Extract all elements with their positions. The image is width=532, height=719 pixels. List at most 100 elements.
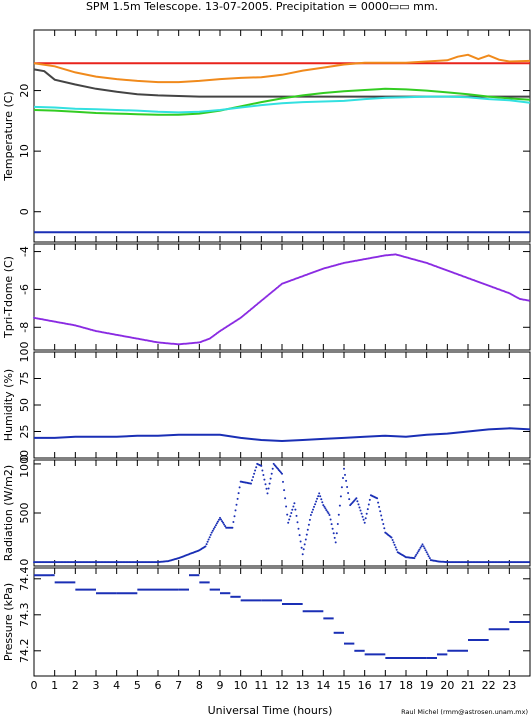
data-point <box>270 472 273 475</box>
data-point <box>364 517 367 520</box>
y-tick-label: 75 <box>18 372 31 386</box>
data-point <box>391 539 394 541</box>
data-point <box>255 466 258 469</box>
x-tick-label: 3 <box>93 679 100 692</box>
data-point <box>308 518 311 521</box>
data-point <box>271 467 274 470</box>
data-point <box>221 520 224 523</box>
data-point <box>333 536 336 539</box>
data-point <box>427 555 430 558</box>
data-point <box>340 486 343 489</box>
data-point <box>426 553 429 556</box>
data-point <box>381 518 384 521</box>
data-point <box>363 521 366 524</box>
series-blue <box>33 462 530 564</box>
data-point <box>334 541 337 544</box>
panel-frame <box>33 351 531 459</box>
x-tick-label: 6 <box>155 679 162 692</box>
y-tick-label: 20 <box>18 84 31 98</box>
data-point <box>414 555 417 558</box>
data-point <box>330 523 333 526</box>
data-point <box>368 498 371 501</box>
x-tick-label: 21 <box>461 679 475 692</box>
data-point <box>419 546 422 549</box>
data-point <box>290 512 293 514</box>
data-point <box>329 518 332 521</box>
data-point <box>355 497 358 500</box>
data-point <box>220 518 222 521</box>
data-point <box>307 523 310 526</box>
data-point <box>281 472 283 475</box>
data-point <box>211 529 214 532</box>
data-point <box>325 509 328 512</box>
data-point <box>312 508 314 511</box>
data-point <box>315 500 318 503</box>
data-point <box>320 498 323 501</box>
data-point <box>297 527 300 530</box>
data-point <box>361 515 364 518</box>
data-point <box>420 545 423 548</box>
x-tick-label: 4 <box>113 679 120 692</box>
data-point <box>301 553 304 556</box>
data-point <box>422 545 425 548</box>
x-tick-label: 19 <box>420 679 434 692</box>
data-point <box>365 512 368 515</box>
data-point <box>358 506 361 509</box>
data-point <box>303 543 306 546</box>
y-axis-label: Humidity (%) <box>2 369 15 441</box>
data-point <box>359 509 362 512</box>
data-point <box>264 483 267 486</box>
x-tick-label: 23 <box>502 679 516 692</box>
data-point <box>288 518 291 521</box>
credit-text: Raul Michel (rmm@astrosen.unam.mx) <box>401 708 528 716</box>
data-point <box>265 487 268 490</box>
y-axis-label: Radiation (W/m2) <box>2 465 15 561</box>
data-point <box>304 538 307 541</box>
y-tick-label: 500 <box>18 503 31 524</box>
data-point <box>347 492 350 494</box>
y-tick-label: 0 <box>18 559 31 566</box>
y-tick-label: -4 <box>18 246 31 257</box>
data-point <box>416 552 419 554</box>
data-point <box>238 486 241 489</box>
data-point <box>216 520 219 523</box>
data-point <box>316 497 319 500</box>
series-blue <box>34 427 531 443</box>
data-point <box>250 482 252 485</box>
data-point <box>205 543 208 546</box>
data-point <box>213 526 216 529</box>
data-point <box>342 477 344 479</box>
data-point <box>266 492 269 495</box>
y-tick-label: 25 <box>18 425 31 439</box>
data-point <box>286 513 289 516</box>
y-tick-label: 100 <box>18 342 31 363</box>
data-point <box>291 508 294 511</box>
x-tick-label: 12 <box>275 679 289 692</box>
data-point <box>295 514 298 517</box>
data-point <box>314 503 317 506</box>
data-point <box>251 479 253 482</box>
data-point <box>292 505 295 508</box>
data-point <box>413 557 416 560</box>
x-tick-label: 2 <box>72 679 79 692</box>
data-point <box>289 515 292 518</box>
y-axis-label: Temperature (C) <box>2 91 15 181</box>
data-point <box>528 561 530 564</box>
data-point <box>207 538 210 541</box>
y-tick-label: -6 <box>18 284 31 295</box>
x-tick-label: 15 <box>337 679 351 692</box>
data-point <box>367 503 370 506</box>
series-purple <box>33 253 530 346</box>
data-point <box>296 521 299 524</box>
data-point <box>423 547 426 550</box>
data-point <box>218 518 220 521</box>
data-point <box>261 469 264 472</box>
x-axis-label: Universal Time (hours) <box>208 704 333 717</box>
data-point <box>382 523 385 525</box>
panel-frame <box>33 459 531 567</box>
x-tick-label: 13 <box>296 679 310 692</box>
panel-frame <box>33 567 531 677</box>
